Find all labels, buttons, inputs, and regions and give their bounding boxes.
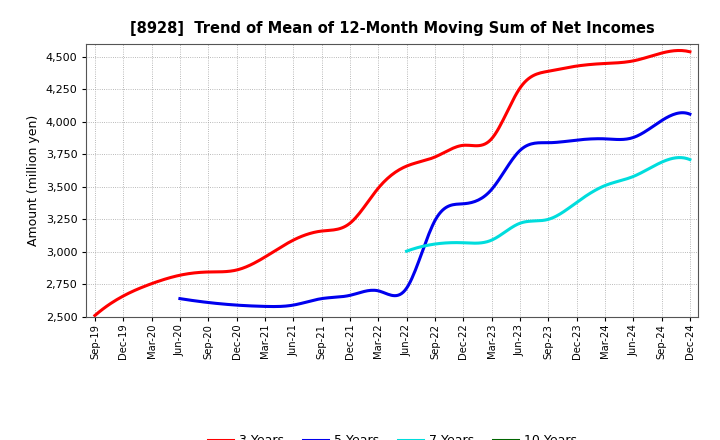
3 Years xyxy=(630,58,639,63)
5 Years xyxy=(639,130,648,135)
5 Years xyxy=(177,296,186,301)
3 Years xyxy=(592,61,600,66)
5 Years xyxy=(679,110,688,115)
5 Years xyxy=(481,193,490,198)
3 Years xyxy=(93,311,102,316)
5 Years xyxy=(685,111,694,117)
7 Years xyxy=(641,168,649,173)
7 Years xyxy=(402,249,411,254)
7 Years xyxy=(675,155,684,160)
Line: 7 Years: 7 Years xyxy=(407,158,690,251)
7 Years xyxy=(576,198,585,203)
3 Years xyxy=(685,49,694,55)
Title: [8928]  Trend of Mean of 12-Month Moving Sum of Net Incomes: [8928] Trend of Mean of 12-Month Moving … xyxy=(130,21,654,36)
5 Years xyxy=(176,296,184,301)
7 Years xyxy=(403,248,412,253)
5 Years xyxy=(269,304,278,309)
5 Years xyxy=(607,136,616,142)
3 Years xyxy=(445,147,454,153)
7 Years xyxy=(685,157,694,162)
3 Years xyxy=(443,148,451,154)
7 Years xyxy=(570,202,579,207)
3 Years xyxy=(91,313,99,318)
3 Years xyxy=(675,48,684,53)
7 Years xyxy=(659,159,667,164)
Line: 5 Years: 5 Years xyxy=(180,113,690,307)
5 Years xyxy=(480,194,488,200)
Legend: 3 Years, 5 Years, 7 Years, 10 Years: 3 Years, 5 Years, 7 Years, 10 Years xyxy=(202,429,582,440)
3 Years xyxy=(455,143,464,149)
5 Years xyxy=(490,184,498,190)
7 Years xyxy=(571,201,580,206)
Line: 3 Years: 3 Years xyxy=(95,51,690,315)
Y-axis label: Amount (million yen): Amount (million yen) xyxy=(27,115,40,246)
